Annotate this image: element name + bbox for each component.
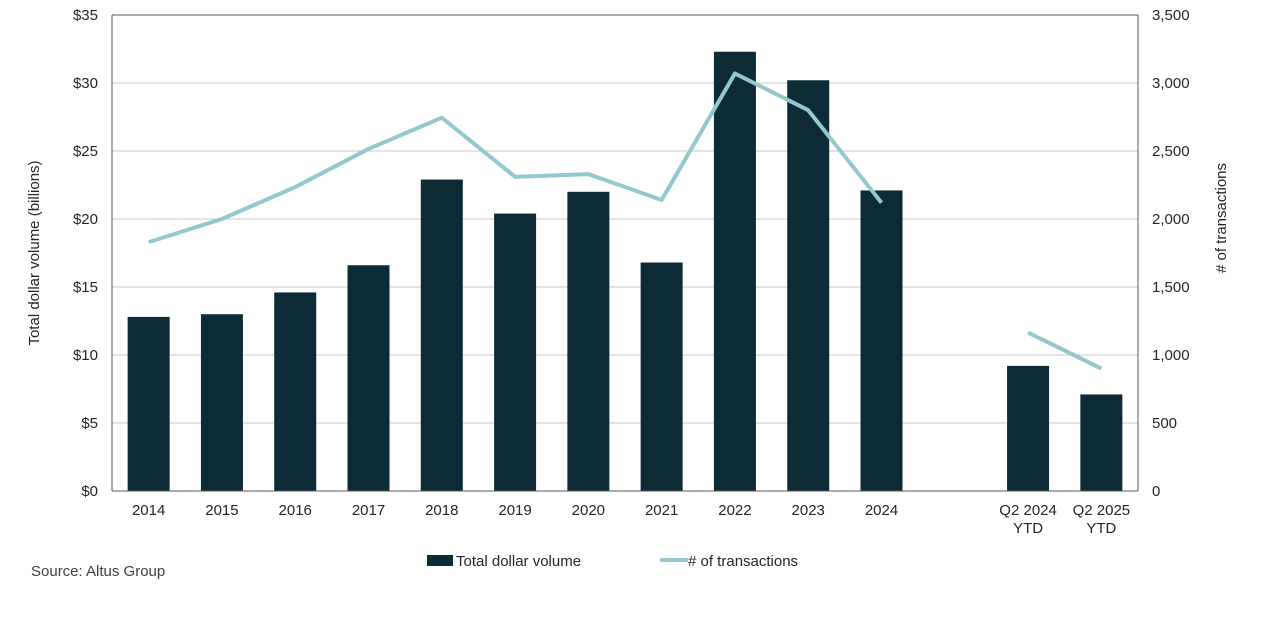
transactions-line xyxy=(1028,333,1101,369)
source-note: Source: Altus Group xyxy=(31,563,165,580)
x-tick-label: 2019 xyxy=(498,502,531,519)
x-tick-label: 2024 xyxy=(865,502,898,519)
bar xyxy=(274,292,316,491)
y2-tick-label: 2,000 xyxy=(1152,211,1190,228)
bar xyxy=(861,190,903,491)
bar xyxy=(201,314,243,491)
bar xyxy=(128,317,170,491)
y-tick-label: $10 xyxy=(73,347,98,364)
x-tick-label: YTD xyxy=(1086,520,1116,537)
bar xyxy=(1007,366,1049,491)
x-tick-label: 2021 xyxy=(645,502,678,519)
bar xyxy=(494,214,536,491)
x-tick-label: Q2 2024 xyxy=(999,502,1057,519)
x-tick-label: 2018 xyxy=(425,502,458,519)
y-tick-label: $25 xyxy=(73,143,98,160)
legend-label-volume: Total dollar volume xyxy=(456,553,581,570)
y2-tick-label: 1,500 xyxy=(1152,279,1190,296)
y-tick-label: $30 xyxy=(73,75,98,92)
x-tick-label: Q2 2025 xyxy=(1073,502,1131,519)
x-tick-label: 2015 xyxy=(205,502,238,519)
y-tick-label: $35 xyxy=(73,7,98,24)
bar xyxy=(641,263,683,491)
legend-label-transactions: # of transactions xyxy=(688,553,798,570)
y-axis-title: Total dollar volume (billions) xyxy=(26,160,43,345)
y2-tick-label: 1,000 xyxy=(1152,347,1190,364)
x-tick-label: 2023 xyxy=(792,502,825,519)
x-tick-label: 2020 xyxy=(572,502,605,519)
bar xyxy=(1080,394,1122,491)
y2-axis-title: # of transactions xyxy=(1213,163,1230,273)
x-tick-label: 2016 xyxy=(279,502,312,519)
y2-tick-label: 0 xyxy=(1152,483,1160,500)
y-tick-label: $5 xyxy=(81,415,98,432)
y-tick-label: $20 xyxy=(73,211,98,228)
bar xyxy=(348,265,390,491)
y-tick-label: $0 xyxy=(81,483,98,500)
bar xyxy=(421,180,463,491)
legend-swatch-bar xyxy=(427,555,453,566)
x-tick-label: 2014 xyxy=(132,502,165,519)
y2-tick-label: 2,500 xyxy=(1152,143,1190,160)
x-tick-label: YTD xyxy=(1013,520,1043,537)
bar xyxy=(567,192,609,491)
x-tick-label: 2017 xyxy=(352,502,385,519)
x-tick-label: 2022 xyxy=(718,502,751,519)
y2-tick-label: 3,500 xyxy=(1152,7,1190,24)
bar xyxy=(714,52,756,491)
y2-tick-label: 3,000 xyxy=(1152,75,1190,92)
y-tick-label: $15 xyxy=(73,279,98,296)
bar xyxy=(787,80,829,491)
y2-tick-label: 500 xyxy=(1152,415,1177,432)
